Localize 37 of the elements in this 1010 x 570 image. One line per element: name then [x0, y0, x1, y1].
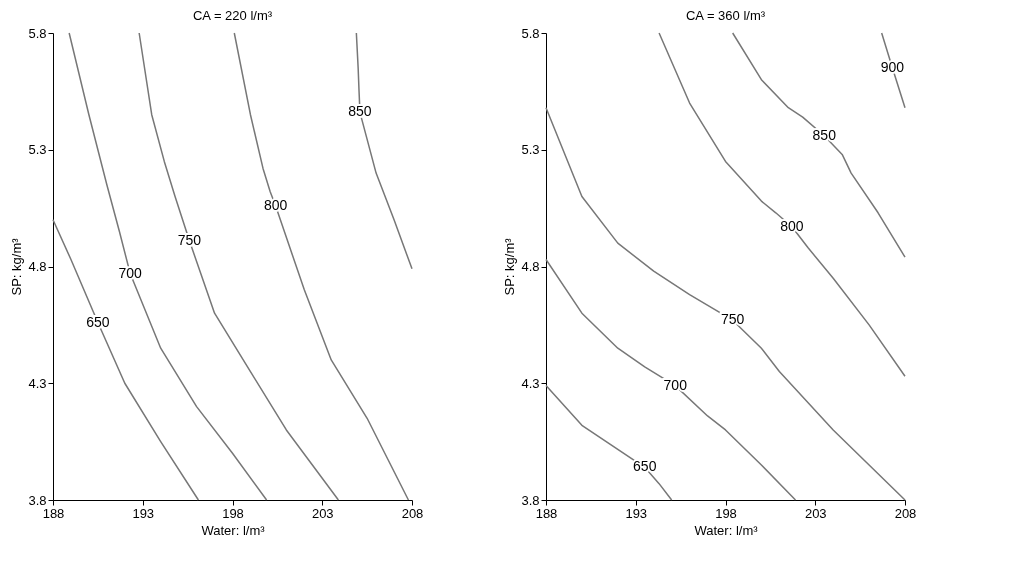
- series-label: 750: [177, 231, 202, 248]
- y-axis-title: SP: kg/m³: [502, 237, 518, 296]
- x-tick-label: 203: [804, 505, 827, 521]
- y-tick-label: 5.3: [28, 142, 47, 158]
- y-tick-label: 4.3: [28, 375, 47, 391]
- x-tick-label: 208: [894, 505, 917, 521]
- y-tick-label: 3.8: [521, 492, 540, 508]
- x-tick-label: 208: [401, 505, 424, 521]
- y-tick-label: 5.8: [28, 25, 47, 41]
- chart-title: CA = 360 l/m³: [685, 8, 766, 23]
- series-label: 900: [880, 59, 905, 76]
- x-tick-label: 203: [311, 505, 334, 521]
- y-tick-label: 4.8: [521, 259, 540, 274]
- y-tick-label: 4.8: [28, 259, 47, 274]
- chart-title: CA = 220 l/m³: [192, 8, 273, 23]
- x-tick-label: 188: [42, 505, 65, 521]
- line-series: [233, 32, 410, 501]
- x-tick-label: 193: [132, 505, 155, 521]
- y-tick-label: 5.3: [521, 142, 540, 158]
- series-label: 650: [86, 313, 110, 330]
- x-tick-label: 188: [535, 505, 558, 521]
- x-axis-title: Water: l/m³: [694, 522, 759, 538]
- line-series: [658, 32, 906, 377]
- line-series: [731, 32, 906, 258]
- line-series: [545, 258, 797, 501]
- x-tick-label: 198: [715, 505, 737, 521]
- y-tick-label: 5.8: [521, 25, 540, 41]
- series-label: 700: [118, 264, 143, 281]
- line-series: [52, 219, 200, 501]
- y-axis-title: SP: kg/m³: [9, 237, 25, 296]
- x-axis-title: Water: l/m³: [201, 522, 266, 538]
- x-tick-label: 193: [625, 505, 648, 521]
- y-tick-label: 3.8: [28, 492, 47, 508]
- y-tick-label: 4.3: [521, 375, 540, 391]
- x-tick-label: 198: [222, 505, 244, 521]
- series-label: 750: [721, 311, 745, 328]
- series-label: 850: [348, 103, 372, 120]
